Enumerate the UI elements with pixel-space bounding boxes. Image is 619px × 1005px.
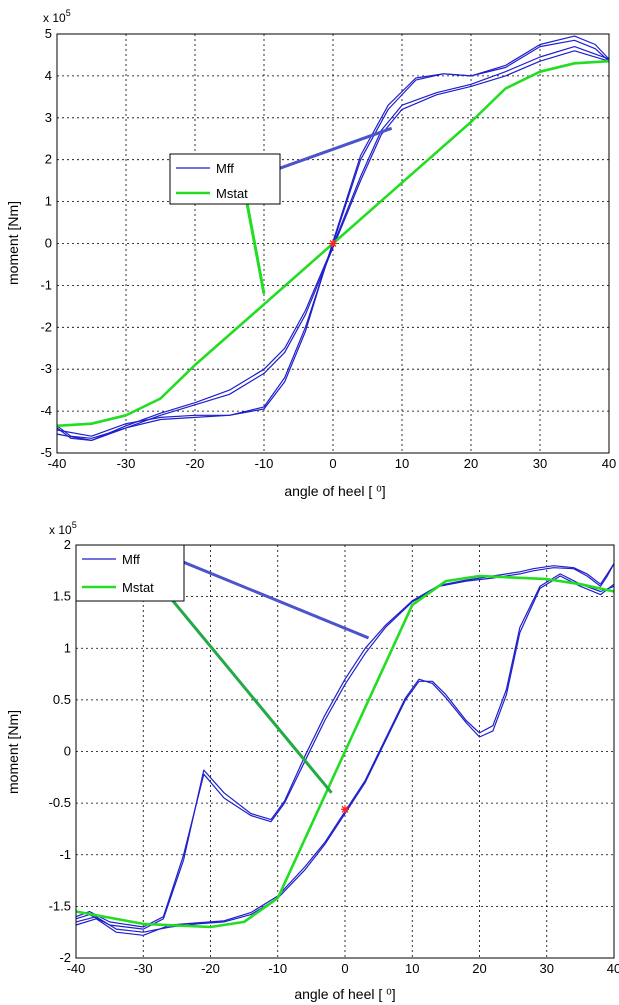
- chart-0-y-tick-label: -5: [40, 445, 52, 460]
- chart-0-x-tick-label: 20: [464, 456, 478, 471]
- chart-1-x-tick-label: -20: [201, 961, 220, 976]
- chart-0-series-mff-line: [56, 50, 610, 439]
- chart-0-y-tick-label: 2: [45, 152, 52, 167]
- lower-chart: moment [Nm] angle of heel [ ⁰] x 105 -40…: [5, 520, 619, 1002]
- chart-0-x-tick-label: 40: [602, 456, 616, 471]
- chart-0-x-tick-label: -20: [186, 456, 205, 471]
- chart-1-x-tick-label: 20: [472, 961, 486, 976]
- chart-0-y-tick-label: 5: [45, 26, 52, 41]
- chart-0-legend-box: [169, 153, 281, 205]
- chart-0-axes-frame: [56, 33, 610, 454]
- chart-1-x-tick-label: 40: [607, 961, 619, 976]
- chart-1-annotation-mff-leader: [166, 553, 370, 640]
- chart-0-y-tick-label: 4: [45, 68, 52, 83]
- chart-0-x-tick-label: 0: [329, 456, 336, 471]
- chart-1-y-tick-label: -1: [59, 847, 71, 862]
- chart-1-y-tick-label: -0.5: [49, 795, 71, 810]
- chart-1-y-tick-label: 1.5: [53, 589, 71, 604]
- chart-1-axes-frame: [75, 544, 615, 959]
- chart-0-series-mff-line: [56, 35, 610, 441]
- chart-1-xlabel: angle of heel [ ⁰]: [294, 986, 395, 1002]
- chart-1-y-tick-label: 2: [64, 537, 71, 552]
- chart-0-annotation-mstat-leader: [245, 201, 266, 295]
- chart-0-x-tick-label: -40: [48, 456, 67, 471]
- chart-1-x-tick-label: -10: [268, 961, 287, 976]
- chart-1-x-tick-label: -40: [67, 961, 86, 976]
- chart-0-y-tick-label: 0: [45, 236, 52, 251]
- chart-0-y-tick-label: 1: [45, 194, 52, 209]
- chart-1-x-tick-label: 10: [405, 961, 419, 976]
- chart-1-y-tick-label: 1: [64, 640, 71, 655]
- chart-1-x-tick-label: 30: [540, 961, 554, 976]
- chart-0-series-mff-line: [56, 39, 610, 437]
- chart-0-x-tick-label: -30: [117, 456, 136, 471]
- chart-1-origin-marker: [341, 805, 349, 814]
- chart-1-legend-label-mstat: Mstat: [122, 580, 154, 595]
- chart-0-xlabel: angle of heel [ ⁰]: [284, 483, 385, 499]
- chart-1-y-tick-label: -1.5: [49, 898, 71, 913]
- chart-1-annotation-mstat-leader: [162, 588, 333, 794]
- chart-1-x-tick-label: 0: [341, 961, 348, 976]
- chart-0-ylabel: moment [Nm]: [5, 201, 21, 285]
- chart-0-y-tick-label: -4: [40, 403, 52, 418]
- chart-1-legend-label-mff: Mff: [122, 552, 140, 567]
- chart-1-series-mff-line: [75, 563, 615, 930]
- chart-1-multiplier: x 105: [49, 520, 77, 537]
- chart-0-multiplier: x 105: [43, 8, 71, 25]
- chart-0-x-tick-label: -10: [255, 456, 274, 471]
- chart-0-series-mff-line: [56, 45, 610, 441]
- chart-1-series-mstat-line: [75, 574, 615, 929]
- chart-0-y-tick-label: 3: [45, 110, 52, 125]
- chart-0-legend-label-mstat: Mstat: [216, 186, 248, 201]
- chart-0-origin-marker: [329, 239, 337, 248]
- chart-1-legend-box: [75, 544, 185, 602]
- chart-1-series-mff-line: [75, 563, 615, 928]
- chart-0-y-tick-label: -1: [40, 277, 52, 292]
- chart-0-legend-label-mff: Mff: [216, 161, 234, 176]
- chart-0-y-tick-label: -3: [40, 361, 52, 376]
- chart-1-y-tick-label: -2: [59, 950, 71, 965]
- upper-chart: moment [Nm] angle of heel [ ⁰] x 105 -40…: [5, 8, 616, 499]
- chart-1-series-mff-line: [75, 575, 615, 936]
- chart-1-x-tick-label: -30: [134, 961, 153, 976]
- chart-0-x-tick-label: 30: [533, 456, 547, 471]
- chart-1-y-tick-label: 0.5: [53, 692, 71, 707]
- chart-0-annotation-mff-leader: [273, 126, 393, 172]
- chart-0-x-tick-label: 10: [395, 456, 409, 471]
- chart-1-ylabel: moment [Nm]: [5, 710, 21, 794]
- chart-0-y-tick-label: -2: [40, 319, 52, 334]
- chart-1-y-tick-label: 0: [64, 744, 71, 759]
